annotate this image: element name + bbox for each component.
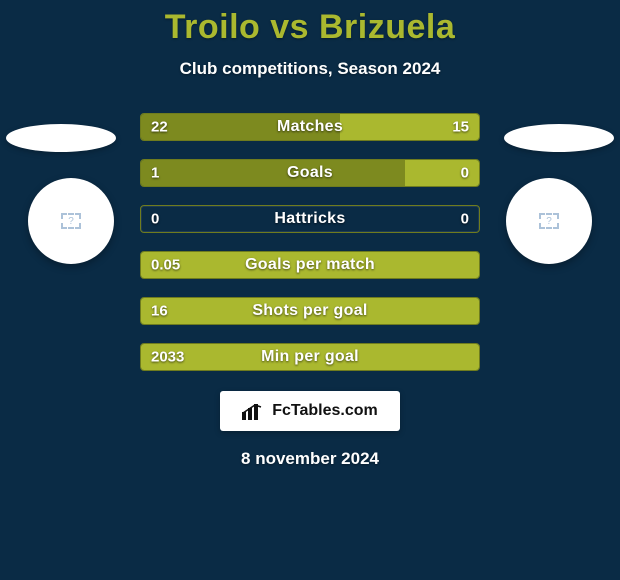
left-ellipse-decor [6, 124, 116, 152]
bar-label: Goals [141, 164, 479, 182]
page-title: Troilo vs Brizuela [0, 0, 620, 47]
right-player-avatar-circle: ? [506, 178, 592, 264]
bar-label: Shots per goal [141, 302, 479, 320]
stat-bar-row: 0.05Goals per match [140, 251, 480, 279]
stat-bar-row: 2033Min per goal [140, 343, 480, 371]
right-ellipse-decor [504, 124, 614, 152]
branding-chart-icon [242, 402, 264, 420]
comparison-bars: 22Matches151Goals00Hattricks00.05Goals p… [140, 113, 480, 371]
image-placeholder-icon: ? [539, 213, 559, 229]
stat-bar-row: 0Hattricks0 [140, 205, 480, 233]
bar-value-right: 0 [461, 165, 469, 182]
bar-label: Goals per match [141, 256, 479, 274]
bar-label: Min per goal [141, 348, 479, 366]
bar-label: Hattricks [141, 210, 479, 228]
branding-badge: FcTables.com [220, 391, 400, 431]
bar-value-right: 0 [461, 211, 469, 228]
page-subtitle: Club competitions, Season 2024 [0, 59, 620, 79]
bar-value-right: 15 [452, 119, 469, 136]
comparison-infographic: Troilo vs Brizuela Club competitions, Se… [0, 0, 620, 580]
footer-date: 8 november 2024 [0, 449, 620, 469]
left-player-avatar-circle: ? [28, 178, 114, 264]
branding-text: FcTables.com [272, 402, 378, 420]
bar-label: Matches [141, 118, 479, 136]
stat-bar-row: 1Goals0 [140, 159, 480, 187]
image-placeholder-icon: ? [61, 213, 81, 229]
stat-bar-row: 22Matches15 [140, 113, 480, 141]
stat-bar-row: 16Shots per goal [140, 297, 480, 325]
